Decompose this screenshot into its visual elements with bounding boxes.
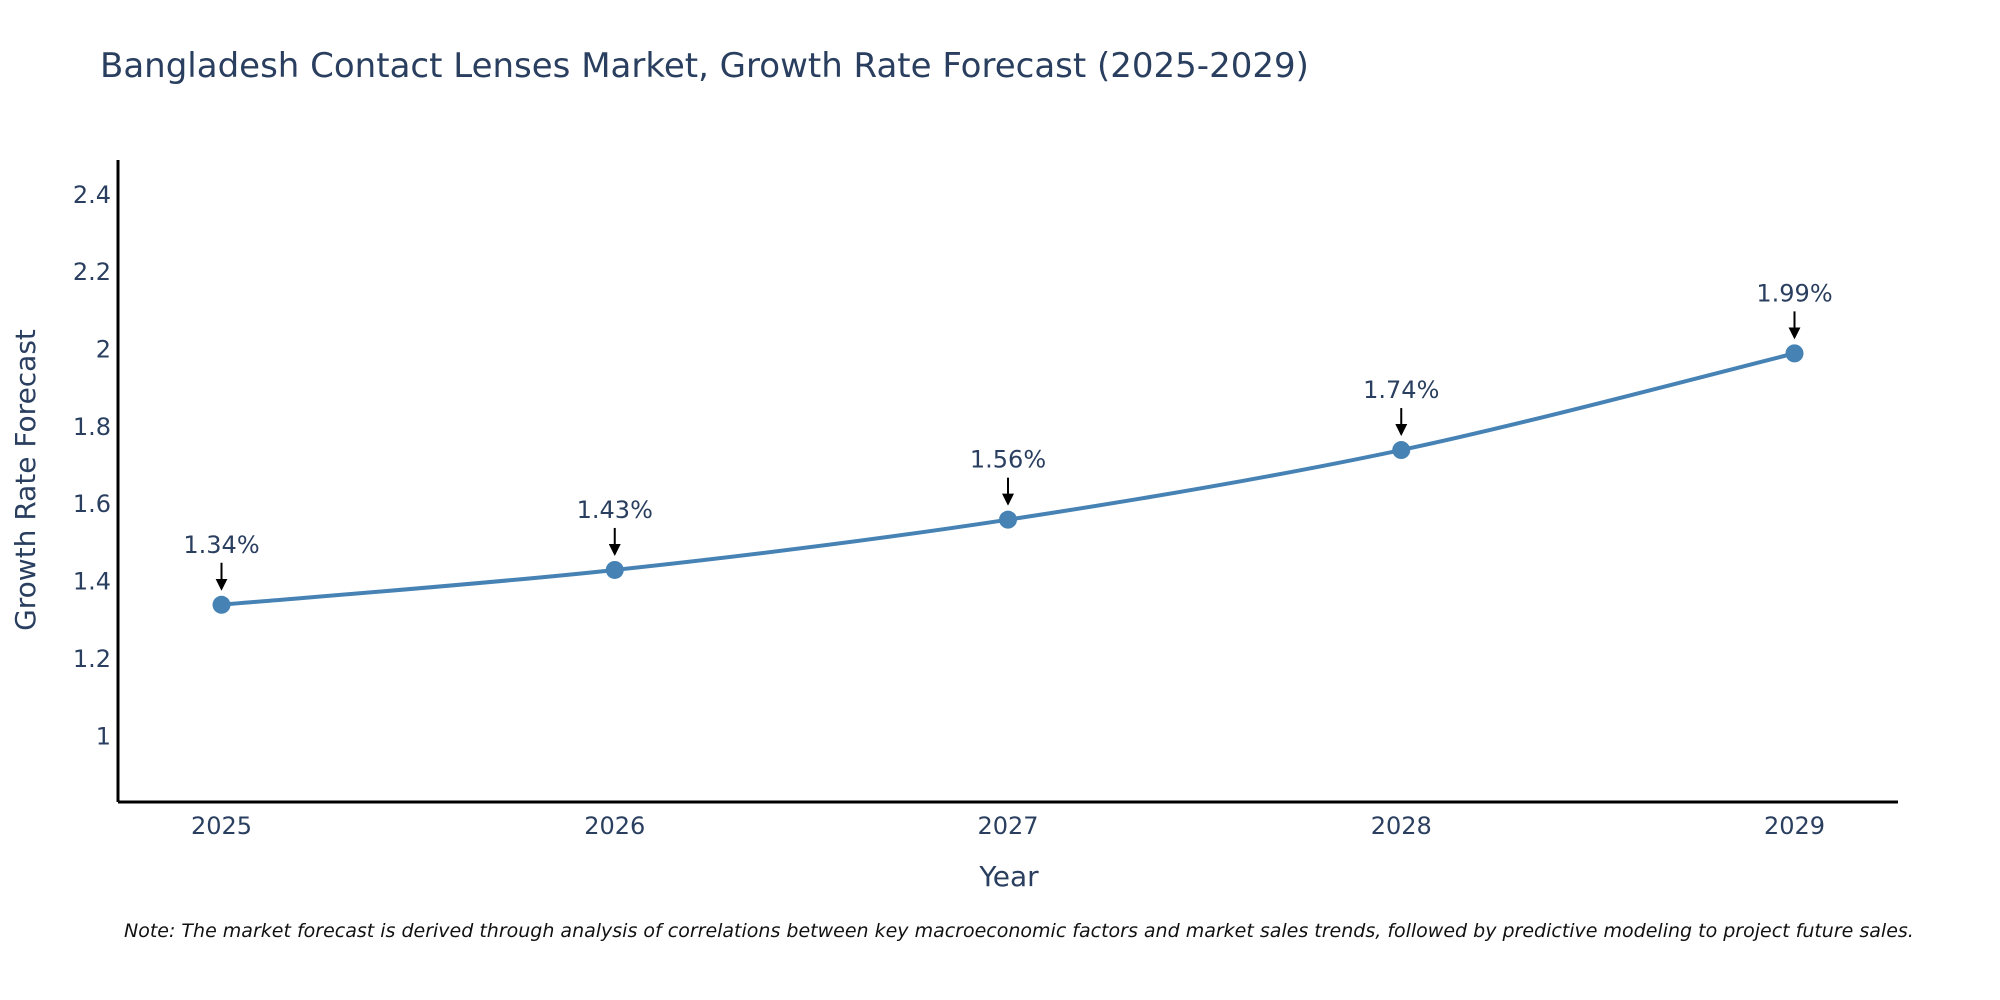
data-point	[1392, 441, 1411, 460]
y-tick-label: 1.6	[73, 490, 111, 518]
series-growth-rate	[212, 344, 1804, 614]
data-label: 1.99%	[1756, 279, 1832, 307]
data-label: 1.34%	[183, 531, 259, 559]
y-tick-label: 1	[96, 722, 111, 750]
chart-note: Note: The market forecast is derived thr…	[124, 920, 1914, 942]
data-label: 1.56%	[970, 446, 1046, 474]
data-point	[212, 595, 231, 614]
y-axis: 1 1.2 1.4 1.6 1.8 2 2.2 2.4	[73, 160, 120, 802]
data-point	[605, 560, 624, 579]
data-point	[999, 510, 1017, 529]
y-tick-label: 2	[96, 336, 111, 364]
x-tick-label: 2025	[191, 812, 252, 840]
x-tick-label: 2028	[1371, 812, 1432, 840]
y-tick-label: 2.4	[73, 181, 111, 209]
data-label: 1.74%	[1363, 376, 1439, 404]
chart-title: Bangladesh Contact Lenses Market, Growth…	[100, 46, 1309, 86]
data-labels: 1.34% 1.43% 1.56% 1.74% 1.99%	[183, 279, 1833, 591]
y-tick-label: 1.2	[73, 645, 111, 673]
x-tick-label: 2029	[1764, 812, 1825, 840]
x-axis: 2025 2026 2027 2028 2029	[118, 800, 1898, 840]
x-tick-label: 2027	[977, 812, 1038, 840]
x-tick-label: 2026	[584, 812, 645, 840]
x-axis-title: Year	[978, 860, 1039, 893]
y-axis-title: Growth Rate Forecast	[9, 329, 42, 631]
y-tick-label: 1.4	[73, 568, 111, 596]
y-tick-label: 2.2	[73, 258, 111, 286]
data-point	[1785, 344, 1804, 363]
data-label: 1.43%	[577, 496, 653, 524]
y-tick-label: 1.8	[73, 413, 111, 441]
